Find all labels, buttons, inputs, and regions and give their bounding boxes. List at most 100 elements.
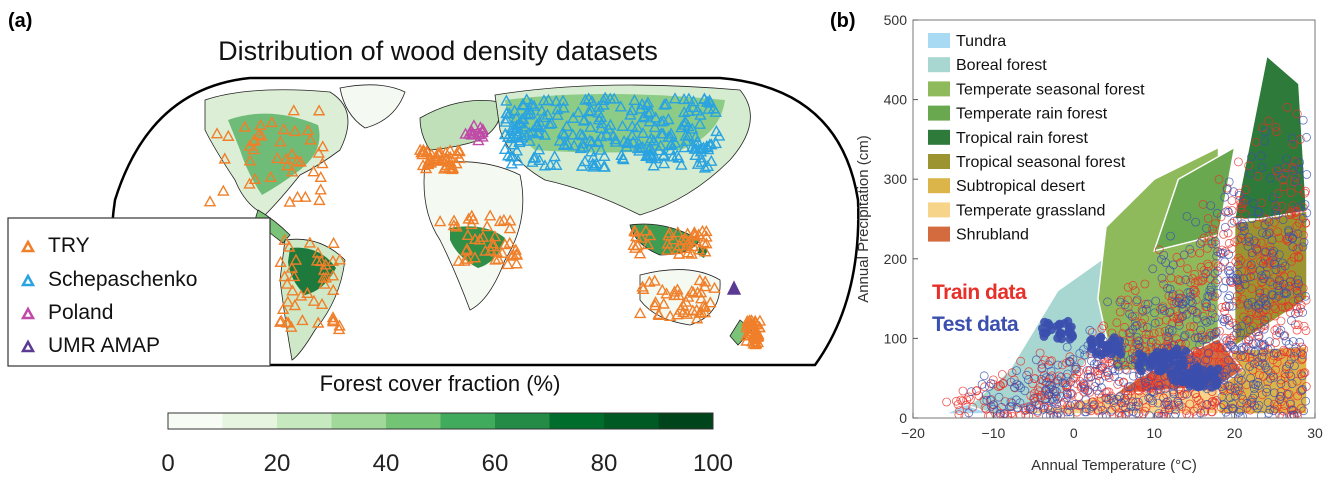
biome-label: Boreal forest	[956, 57, 1047, 74]
scatter-point	[1232, 324, 1242, 333]
scatter-point	[1120, 300, 1130, 310]
scatter-point	[1287, 379, 1297, 389]
scatter-point	[1286, 399, 1295, 409]
scatter-point	[1098, 412, 1107, 418]
scatter-point	[1274, 233, 1284, 243]
scatter-point	[1220, 371, 1230, 381]
try-site-marker	[708, 281, 721, 293]
scatter-point	[1116, 412, 1126, 418]
scatter-point	[1239, 221, 1249, 231]
scatter-point	[1133, 397, 1143, 407]
try-site-marker	[285, 261, 299, 273]
scatter-point	[1050, 386, 1060, 396]
scatter-point	[1298, 242, 1308, 252]
scatter-point	[986, 395, 995, 405]
scatter-point	[1251, 327, 1261, 337]
try-site-marker	[313, 193, 326, 206]
schepaschenko-site-marker	[579, 93, 592, 105]
scatter-point	[1155, 327, 1164, 337]
scatter-point	[1290, 361, 1299, 371]
scatter-point	[1130, 321, 1140, 331]
scatter-point	[1157, 412, 1167, 418]
scatter-point	[1107, 405, 1117, 415]
umr-amap-site-marker	[726, 280, 742, 295]
scatter-point	[1185, 244, 1195, 254]
poland-site-marker	[465, 125, 478, 137]
schepaschenko-site-marker	[576, 140, 590, 152]
scatter-point	[1288, 233, 1297, 243]
scatter-point	[1283, 389, 1292, 399]
try-site-marker	[695, 292, 708, 304]
schepaschenko-site-marker	[542, 93, 555, 105]
scatter-point	[1280, 369, 1290, 379]
scatter-point	[1131, 401, 1141, 411]
scatter-point	[1007, 412, 1017, 418]
scatter-point	[1078, 379, 1088, 389]
try-site-marker	[286, 284, 299, 296]
scatter-point	[979, 395, 989, 405]
scatter-point	[1159, 409, 1169, 418]
scatter-point	[1223, 206, 1233, 216]
scatter-point	[1101, 371, 1110, 381]
scatter-point	[1155, 385, 1165, 395]
scatter-point	[1287, 316, 1296, 326]
scatter-point	[1243, 300, 1253, 310]
scatter-point	[1240, 280, 1250, 289]
biome-swatch	[928, 226, 950, 242]
schepaschenko-site-marker	[628, 93, 641, 106]
schepaschenko-site-marker	[677, 105, 691, 118]
y-tick-label: 0	[899, 410, 907, 426]
schepaschenko-site-marker	[551, 108, 564, 120]
scatter-point	[1150, 318, 1160, 328]
try-site-marker	[278, 270, 291, 282]
scatter-point	[1249, 236, 1259, 246]
scatter-point	[1286, 411, 1296, 418]
scatter-point	[1116, 349, 1126, 359]
scatter-point	[1234, 363, 1243, 373]
schepaschenko-site-marker	[712, 129, 726, 141]
schepaschenko-site-marker	[689, 148, 702, 161]
scatter-point	[1157, 273, 1167, 283]
try-site-marker	[285, 165, 299, 177]
scatter-point	[1224, 207, 1234, 217]
scatter-point	[962, 395, 972, 405]
schepaschenko-site-marker	[556, 126, 569, 138]
scatter-point	[1221, 207, 1231, 217]
scatter-point	[1046, 410, 1055, 418]
scatter-point	[1087, 344, 1097, 354]
try-site-marker	[660, 287, 673, 299]
scatter-point	[1205, 285, 1215, 295]
scatter-point	[1282, 155, 1291, 164]
scatter-point	[1248, 251, 1257, 260]
try-site-marker	[316, 157, 329, 169]
scatter-point	[1279, 289, 1289, 298]
scatter-point	[1207, 291, 1217, 301]
scatter-point	[1216, 403, 1226, 412]
scatter-point	[1274, 250, 1284, 260]
try-site-marker	[315, 297, 329, 309]
scatter-point	[1012, 366, 1021, 376]
schepaschenko-site-marker	[600, 128, 613, 140]
scatter-point	[1259, 371, 1268, 381]
map-legend-box	[7, 217, 271, 367]
scatter-point	[1252, 245, 1262, 254]
scatter-point	[1125, 336, 1134, 346]
scatter-point	[1271, 122, 1281, 132]
scatter-point	[1041, 373, 1051, 383]
scatter-point	[1141, 329, 1151, 339]
scatter-point	[1281, 303, 1290, 313]
scatter-point	[1135, 349, 1144, 359]
scatter-point	[1242, 403, 1252, 413]
schepaschenko-site-marker	[616, 151, 629, 163]
scatter-point	[1163, 400, 1172, 410]
schepaschenko-site-marker	[511, 154, 525, 166]
x-tick-label: 0	[1070, 425, 1078, 441]
scatter-point	[1270, 259, 1280, 269]
scatter-point	[1261, 269, 1271, 279]
scatter-point	[1097, 350, 1106, 360]
y-tick-label: 400	[884, 92, 908, 108]
scatter-point	[1225, 291, 1234, 301]
scatter-point	[1252, 403, 1262, 413]
scatter-point	[1127, 312, 1137, 321]
try-site-marker	[296, 314, 309, 326]
